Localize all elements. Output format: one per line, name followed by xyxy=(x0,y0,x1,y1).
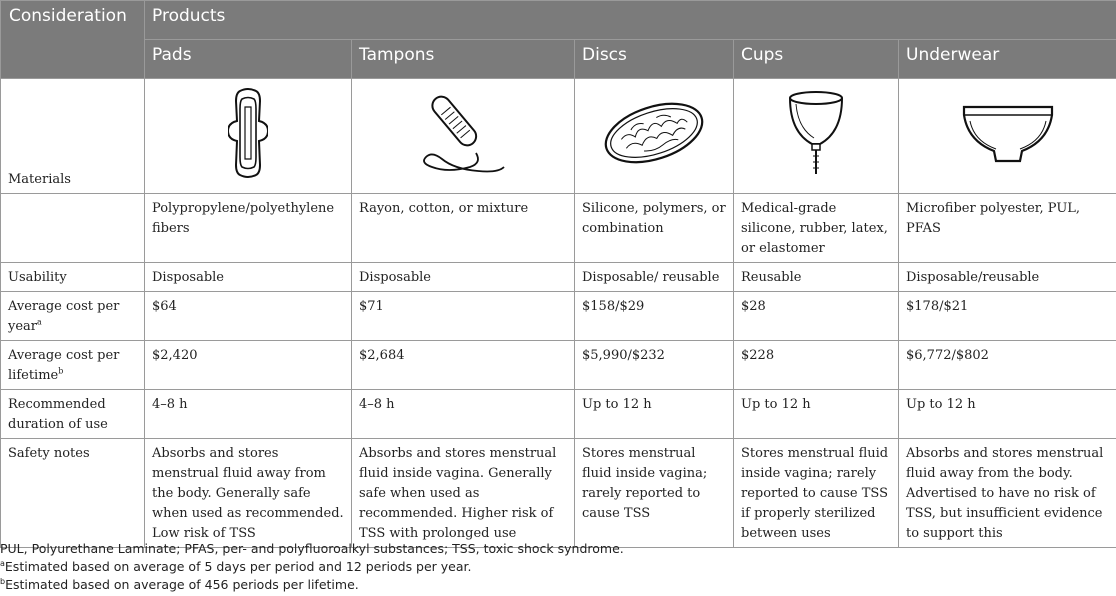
cups-cost-year: $28 xyxy=(733,291,899,341)
pads-duration: 4–8 h xyxy=(144,389,352,439)
tampons-usability: Disposable xyxy=(351,262,575,292)
table-row-safety: Safety notes Absorbs and stores menstrua… xyxy=(0,438,1116,548)
header-tampons: Tampons xyxy=(351,39,575,79)
header-products: Products xyxy=(143,0,1116,40)
underwear-cost-lifetime: $6,772/$802 xyxy=(897,340,1116,390)
table-row-cost-year: Average cost per yeara $64 $71 $158/$29 … xyxy=(0,291,1116,341)
row-label-safety: Safety notes xyxy=(0,438,145,548)
pads-materials: Polypropylene/polyethylene fibers xyxy=(144,193,352,263)
row-label-materials-blank xyxy=(0,193,145,263)
tampons-cost-lifetime: $2,684 xyxy=(351,340,575,390)
table-row-cost-lifetime: Average cost per lifetimeb $2,420 $2,684… xyxy=(0,340,1116,390)
pad-icon xyxy=(228,87,268,178)
cups-usability: Reusable xyxy=(733,262,899,292)
disc-icon xyxy=(604,102,704,163)
header-discs: Discs xyxy=(574,39,734,79)
footnote-b-mark: b xyxy=(0,576,6,586)
tampon-icon xyxy=(423,95,505,172)
cups-image-cell xyxy=(733,78,899,194)
footnote-a-marker: a xyxy=(37,317,42,327)
discs-usability: Disposable/ reusable xyxy=(574,262,734,292)
row-label-duration: Recommended duration of use xyxy=(0,389,145,439)
footnote-b: bEstimated based on average of 456 perio… xyxy=(0,576,624,594)
products-comparison-table: Consideration Products Pads Tampons Disc… xyxy=(0,0,1116,548)
tampons-duration: 4–8 h xyxy=(351,389,575,439)
discs-image-cell xyxy=(574,78,734,194)
pads-usability: Disposable xyxy=(144,262,352,292)
discs-cost-year: $158/$29 xyxy=(574,291,734,341)
underwear-image-cell xyxy=(897,78,1116,194)
discs-safety: Stores menstrual fluid inside vagina; ra… xyxy=(574,438,734,548)
cups-cost-lifetime: $228 xyxy=(733,340,899,390)
cup-icon xyxy=(789,90,843,174)
pads-safety: Absorbs and stores menstrual fluid away … xyxy=(144,438,352,548)
row-label-materials: Materials xyxy=(0,78,145,194)
cups-materials: Medical-grade silicone, rubber, latex, o… xyxy=(733,193,899,263)
header-underwear: Underwear xyxy=(897,39,1116,79)
row-label-usability: Usability xyxy=(0,262,145,292)
underwear-usability: Disposable/reusable xyxy=(897,262,1116,292)
cups-duration: Up to 12 h xyxy=(733,389,899,439)
tampons-safety: Absorbs and stores menstrual fluid insid… xyxy=(351,438,575,548)
tampons-image-cell xyxy=(351,78,575,194)
tampons-materials: Rayon, cotton, or mixture xyxy=(351,193,575,263)
cost-lifetime-label-text: Average cost per lifetime xyxy=(8,348,120,383)
footnote-a-text: Estimated based on average of 5 days per… xyxy=(4,559,472,574)
footnote-a: aEstimated based on average of 5 days pe… xyxy=(0,558,624,576)
pads-cost-year: $64 xyxy=(144,291,352,341)
header-cups: Cups xyxy=(733,39,899,79)
table-row-materials: Polypropylene/polyethylene fibers Rayon,… xyxy=(0,193,1116,263)
header-pads: Pads xyxy=(144,39,352,79)
row-label-cost-year: Average cost per yeara xyxy=(0,291,145,341)
footnote-abbreviations: PUL, Polyurethane Laminate; PFAS, per- a… xyxy=(0,541,624,556)
row-label-cost-lifetime: Average cost per lifetimeb xyxy=(0,340,145,390)
table-row-images: Materials xyxy=(0,78,1116,194)
discs-cost-lifetime: $5,990/$232 xyxy=(574,340,734,390)
table-row-duration: Recommended duration of use 4–8 h 4–8 h … xyxy=(0,389,1116,439)
underwear-icon xyxy=(962,105,1053,162)
pads-cost-lifetime: $2,420 xyxy=(144,340,352,390)
underwear-safety: Absorbs and stores menstrual fluid away … xyxy=(897,438,1116,548)
discs-materials: Silicone, polymers, or combination xyxy=(574,193,734,263)
header-consideration: Consideration xyxy=(0,0,145,79)
cups-safety: Stores menstrual fluid inside vagina; ra… xyxy=(733,438,899,548)
pads-image-cell xyxy=(144,78,352,194)
tampons-cost-year: $71 xyxy=(351,291,575,341)
underwear-materials: Microfiber polyester, PUL, PFAS xyxy=(897,193,1116,263)
table-row-usability: Usability Disposable Disposable Disposab… xyxy=(0,262,1116,292)
discs-duration: Up to 12 h xyxy=(574,389,734,439)
underwear-cost-year: $178/$21 xyxy=(897,291,1116,341)
footnote-a-mark: a xyxy=(0,558,5,568)
table-footnotes: PUL, Polyurethane Laminate; PFAS, per- a… xyxy=(0,540,624,594)
footnote-b-text: Estimated based on average of 456 period… xyxy=(5,577,359,592)
footnote-b-marker: b xyxy=(58,366,64,376)
underwear-duration: Up to 12 h xyxy=(897,389,1116,439)
cost-year-label-text: Average cost per year xyxy=(8,299,120,334)
